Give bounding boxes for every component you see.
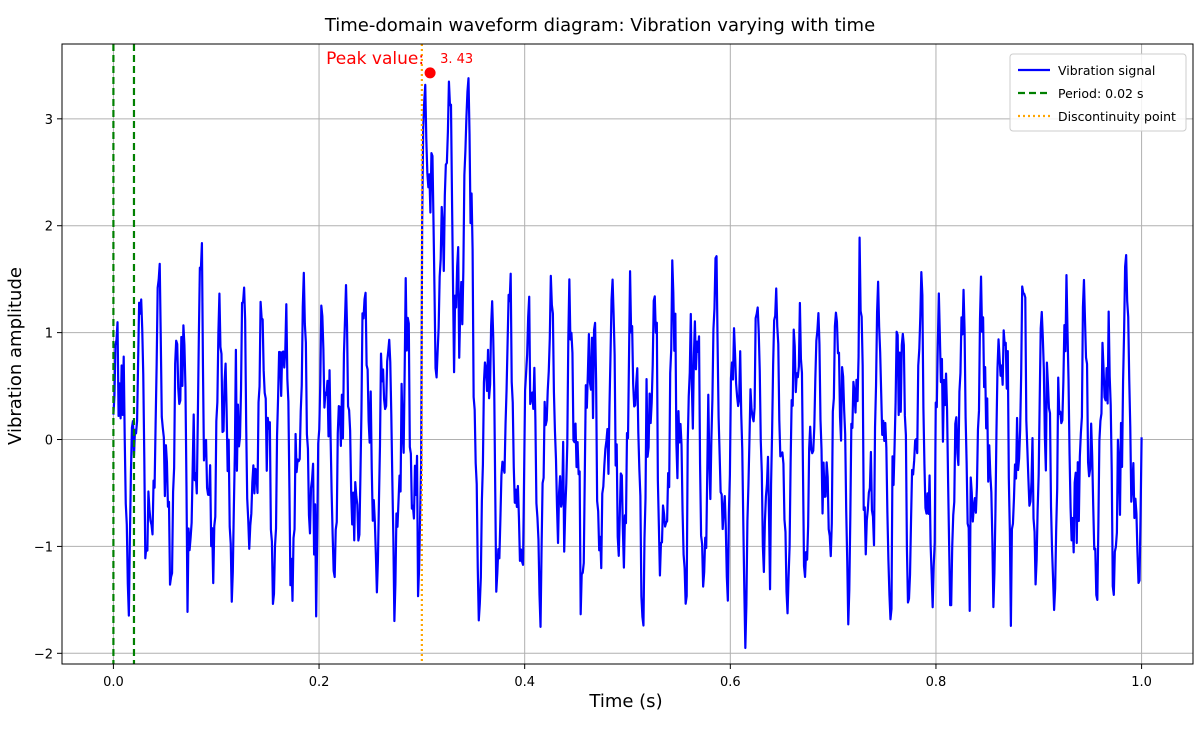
x-axis-label: Time (s)	[588, 691, 662, 712]
y-tick-label: 3	[45, 113, 53, 128]
x-tick-label: 0.6	[720, 675, 741, 690]
y-axis-label: Vibration amplitude	[5, 267, 26, 445]
axes-border	[61, 43, 1194, 665]
y-tick-label: 0	[45, 434, 53, 449]
y-tick-label: −2	[34, 647, 53, 662]
signal-line	[112, 77, 1143, 650]
x-tick-label: 0.0	[103, 675, 124, 690]
peak-annotation: Peak value: 3. 43	[326, 49, 473, 79]
legend-box	[1009, 53, 1187, 132]
peak-value-label: Peak value:	[326, 49, 424, 69]
legend: Vibration signal Period: 0.02 s Disconti…	[1009, 53, 1187, 132]
x-tick-label: 0.4	[514, 675, 535, 690]
legend-label-signal: Vibration signal	[1058, 63, 1155, 78]
y-tick-label: −1	[34, 540, 53, 555]
chart-title: Time-domain waveform diagram: Vibration …	[324, 15, 875, 36]
peak-value-number: 3. 43	[440, 52, 473, 67]
x-tick-label: 0.2	[309, 675, 330, 690]
peak-marker	[424, 67, 436, 79]
plot-area	[112, 44, 1143, 664]
y-tick-label: 1	[45, 327, 53, 342]
legend-label-period: Period: 0.02 s	[1058, 86, 1143, 101]
axis-ticks: 0.0 0.2 0.4 0.6 0.8 1.0 −2 −1 0 1 2 3	[34, 113, 1152, 690]
x-tick-label: 1.0	[1131, 675, 1152, 690]
axes-frame	[61, 43, 1194, 665]
legend-label-discontinuity: Discontinuity point	[1058, 109, 1176, 124]
y-tick-label: 2	[45, 220, 53, 235]
series-layer	[112, 44, 1143, 664]
x-tick-label: 0.8	[926, 675, 947, 690]
